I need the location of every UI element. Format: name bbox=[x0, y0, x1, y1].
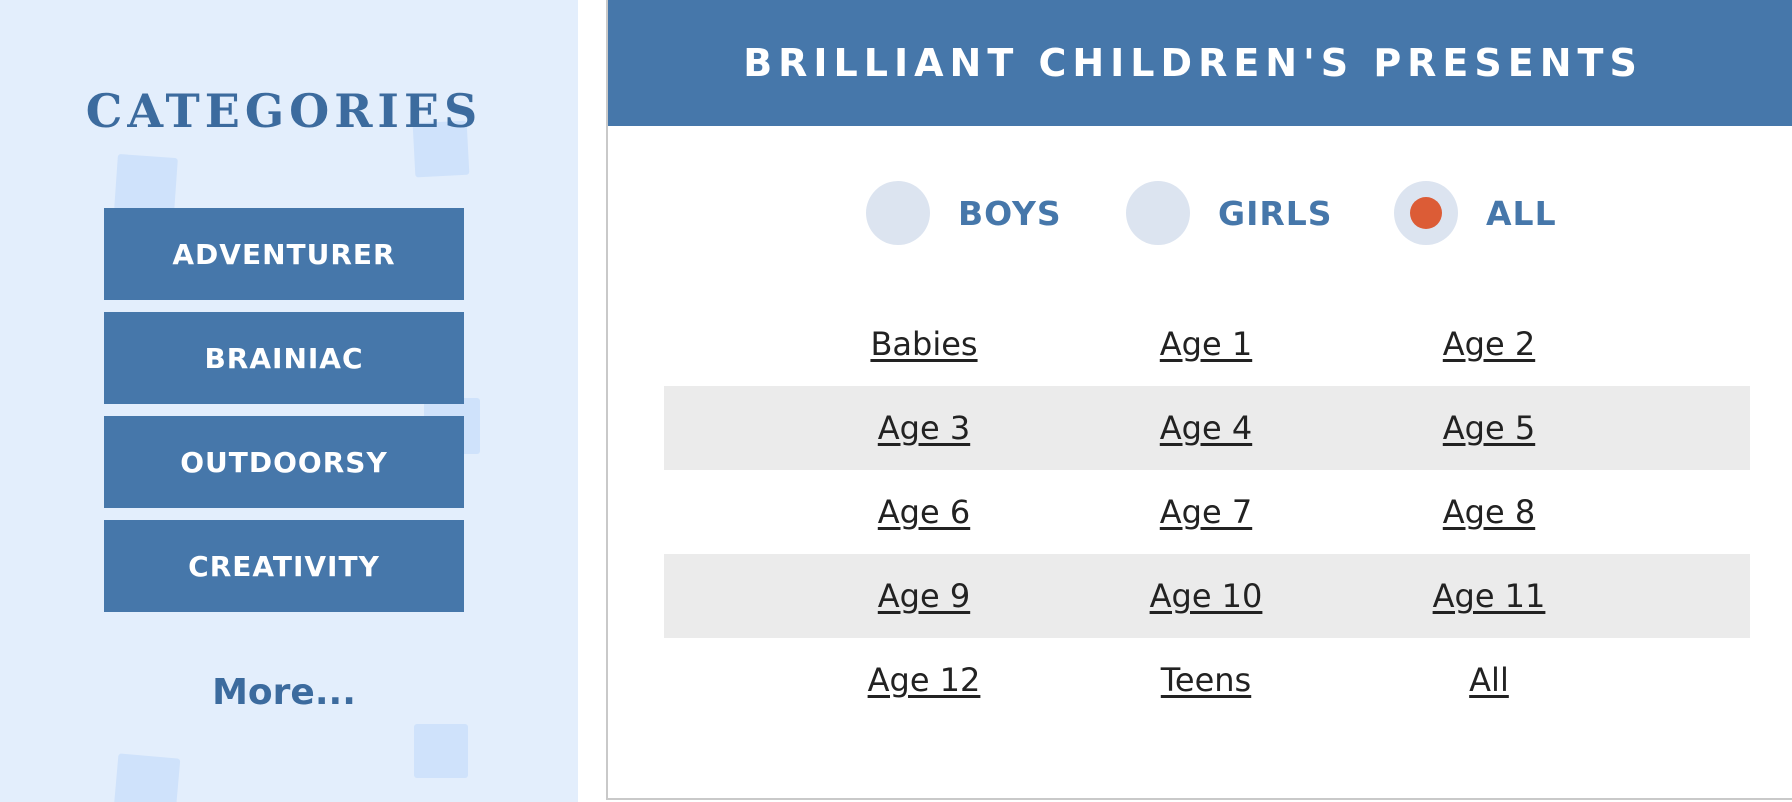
radio-button-girls[interactable] bbox=[1126, 181, 1190, 245]
decorative-square bbox=[114, 153, 178, 215]
radio-button-all[interactable] bbox=[1394, 181, 1458, 245]
age-link-age-5[interactable]: Age 5 bbox=[1442, 409, 1536, 447]
age-row: Age 12 Teens All bbox=[664, 638, 1750, 722]
age-link-age-8[interactable]: Age 8 bbox=[1442, 493, 1536, 531]
age-link-age-6[interactable]: Age 6 bbox=[877, 493, 971, 531]
age-link-age-9[interactable]: Age 9 bbox=[877, 577, 971, 615]
gender-option-girls[interactable]: GIRLS bbox=[1126, 180, 1333, 246]
age-link-teens[interactable]: Teens bbox=[1160, 661, 1252, 699]
age-link-age-11[interactable]: Age 11 bbox=[1432, 577, 1546, 615]
gender-option-all[interactable]: ALL bbox=[1394, 180, 1557, 246]
age-link-age-4[interactable]: Age 4 bbox=[1159, 409, 1253, 447]
panel-title: BRILLIANT CHILDREN'S PRESENTS bbox=[743, 41, 1643, 85]
category-button-creativity[interactable]: CREATIVITY bbox=[104, 520, 464, 612]
gender-label-boys: BOYS bbox=[958, 193, 1062, 233]
panel-header: BRILLIANT CHILDREN'S PRESENTS bbox=[608, 0, 1792, 126]
categories-sidebar: CATEGORIES ADVENTURER BRAINIAC OUTDOORSY… bbox=[0, 0, 578, 802]
gender-filter: BOYS GIRLS ALL bbox=[608, 180, 1792, 246]
radio-button-boys[interactable] bbox=[866, 181, 930, 245]
age-link-age-3[interactable]: Age 3 bbox=[877, 409, 971, 447]
age-link-age-2[interactable]: Age 2 bbox=[1442, 325, 1536, 363]
age-link-age-12[interactable]: Age 12 bbox=[867, 661, 981, 699]
category-button-outdoorsy[interactable]: OUTDOORSY bbox=[104, 416, 464, 508]
age-link-all[interactable]: All bbox=[1469, 661, 1509, 699]
category-button-adventurer[interactable]: ADVENTURER bbox=[104, 208, 464, 300]
gender-label-all: ALL bbox=[1486, 193, 1557, 233]
radio-selected-dot bbox=[1410, 197, 1442, 229]
age-row: Age 3 Age 4 Age 5 bbox=[664, 386, 1750, 470]
categories-title: CATEGORIES bbox=[85, 84, 483, 138]
age-link-age-7[interactable]: Age 7 bbox=[1159, 493, 1253, 531]
age-row: Age 6 Age 7 Age 8 bbox=[664, 470, 1750, 554]
age-link-age-1[interactable]: Age 1 bbox=[1159, 325, 1253, 363]
more-categories-link[interactable]: More... bbox=[212, 672, 356, 713]
decorative-square bbox=[414, 724, 468, 778]
gender-option-boys[interactable]: BOYS bbox=[866, 180, 1062, 246]
category-button-brainiac[interactable]: BRAINIAC bbox=[104, 312, 464, 404]
age-link-babies[interactable]: Babies bbox=[870, 325, 978, 363]
gender-label-girls: GIRLS bbox=[1218, 193, 1333, 233]
presents-panel: BRILLIANT CHILDREN'S PRESENTS BOYS GIRLS… bbox=[606, 0, 1792, 800]
age-link-age-10[interactable]: Age 10 bbox=[1149, 577, 1263, 615]
decorative-square bbox=[113, 753, 181, 802]
age-row: Age 9 Age 10 Age 11 bbox=[664, 554, 1750, 638]
age-grid: Babies Age 1 Age 2 Age 3 Age 4 Age 5 Age… bbox=[664, 302, 1750, 722]
age-row: Babies Age 1 Age 2 bbox=[664, 302, 1750, 386]
